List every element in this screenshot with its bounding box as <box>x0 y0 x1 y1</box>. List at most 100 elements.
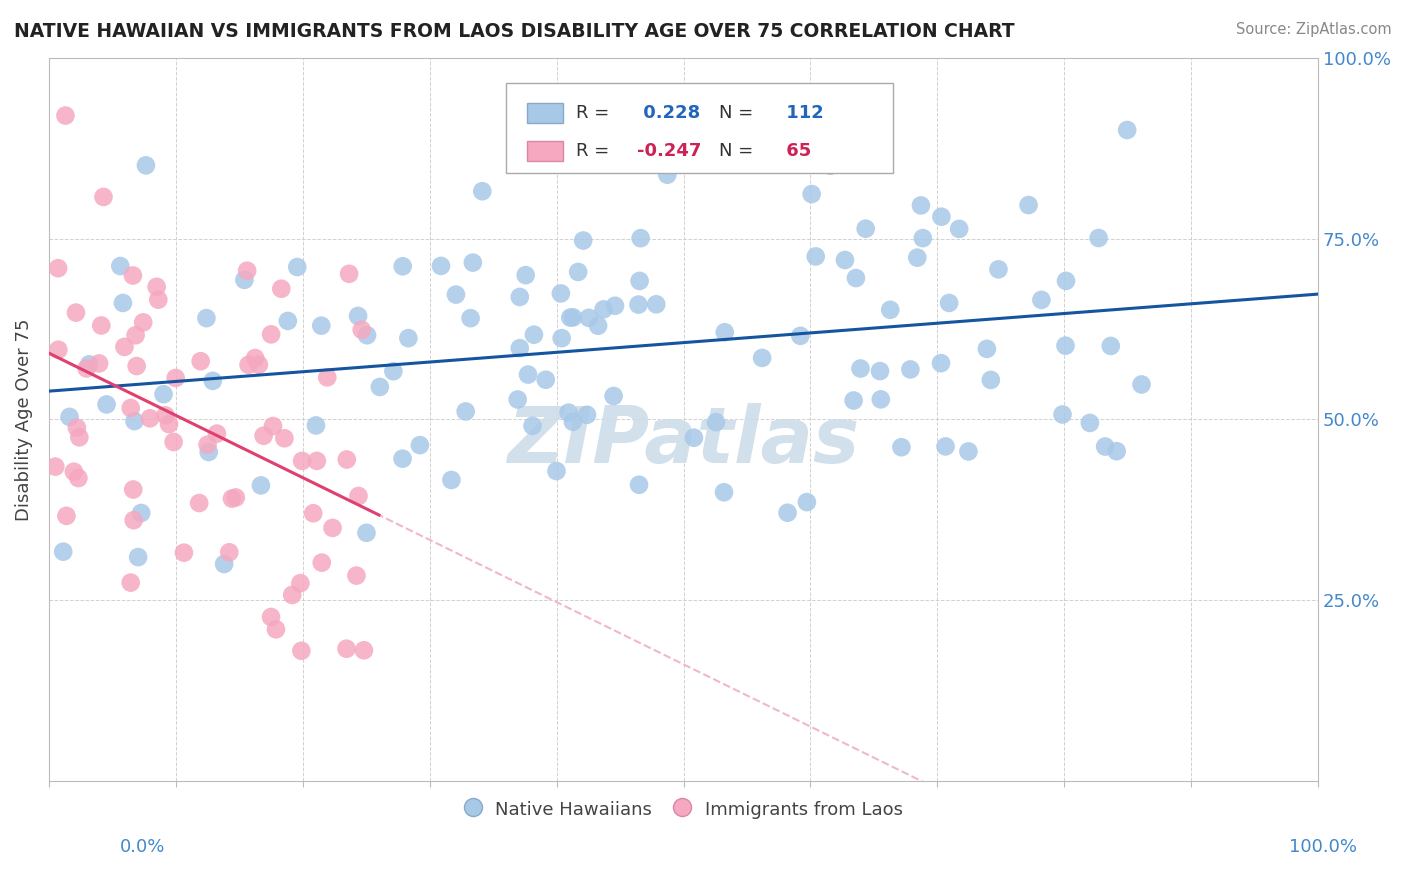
Point <box>148 293 170 307</box>
Point <box>561 415 583 429</box>
Point <box>1054 339 1077 353</box>
Point <box>260 610 283 624</box>
Point <box>290 576 312 591</box>
Point <box>1018 198 1040 212</box>
Point <box>58 409 80 424</box>
Point <box>197 437 219 451</box>
Point <box>834 252 856 267</box>
Point <box>346 568 368 582</box>
Point <box>125 359 148 373</box>
Point <box>517 368 540 382</box>
Point <box>627 297 650 311</box>
Point <box>368 380 391 394</box>
Point <box>869 364 891 378</box>
Point <box>132 315 155 329</box>
Point <box>124 414 146 428</box>
Point <box>218 545 240 559</box>
Point <box>96 397 118 411</box>
Point <box>1130 377 1153 392</box>
Point <box>145 280 167 294</box>
Point <box>1099 339 1122 353</box>
Point <box>290 644 312 658</box>
Point <box>114 340 136 354</box>
Text: 100.0%: 100.0% <box>1289 838 1357 855</box>
Text: -0.247: -0.247 <box>637 142 702 160</box>
Point <box>440 473 463 487</box>
Point <box>444 287 467 301</box>
Point <box>250 478 273 492</box>
Text: N =: N = <box>718 142 754 160</box>
Point <box>135 158 157 172</box>
Point <box>291 454 314 468</box>
Text: R =: R = <box>575 142 609 160</box>
Point <box>592 302 614 317</box>
Point <box>751 351 773 365</box>
Point <box>236 264 259 278</box>
Point <box>90 318 112 333</box>
Point <box>120 401 142 415</box>
Text: ZIPatlas: ZIPatlas <box>508 403 859 479</box>
Point <box>506 392 529 407</box>
Point <box>645 297 668 311</box>
Point <box>165 371 187 385</box>
Text: Source: ZipAtlas.com: Source: ZipAtlas.com <box>1236 22 1392 37</box>
Point <box>572 234 595 248</box>
Point <box>683 431 706 445</box>
Point <box>63 465 86 479</box>
Point <box>471 184 494 198</box>
Point <box>353 643 375 657</box>
Point <box>575 408 598 422</box>
Point <box>509 341 531 355</box>
Point <box>460 311 482 326</box>
Point <box>336 452 359 467</box>
Point <box>890 440 912 454</box>
Point <box>190 354 212 368</box>
Point <box>855 221 877 235</box>
Point <box>849 361 872 376</box>
Point <box>713 325 735 339</box>
Point <box>162 435 184 450</box>
Point <box>316 370 339 384</box>
Point <box>238 358 260 372</box>
Point <box>800 187 823 202</box>
Point <box>567 265 589 279</box>
Point <box>120 575 142 590</box>
Point <box>205 426 228 441</box>
Point <box>188 496 211 510</box>
Point <box>93 190 115 204</box>
Point <box>842 393 865 408</box>
Point <box>391 260 413 274</box>
Point <box>356 525 378 540</box>
Point <box>155 409 177 423</box>
Point <box>270 282 292 296</box>
Point <box>305 418 328 433</box>
Point <box>628 477 651 491</box>
Point <box>55 508 77 523</box>
Point <box>980 373 1002 387</box>
Point <box>546 464 568 478</box>
Point <box>44 459 66 474</box>
Point <box>1052 408 1074 422</box>
Point <box>776 506 799 520</box>
Point <box>264 622 287 636</box>
Point <box>905 251 928 265</box>
Point <box>197 445 219 459</box>
Point <box>356 328 378 343</box>
Point <box>382 364 405 378</box>
Point <box>281 588 304 602</box>
Point <box>173 546 195 560</box>
Point <box>55 109 77 123</box>
Point <box>302 506 325 520</box>
Point <box>262 419 284 434</box>
Point <box>139 411 162 425</box>
Point <box>1054 274 1077 288</box>
Point <box>713 485 735 500</box>
Point <box>550 286 572 301</box>
FancyBboxPatch shape <box>527 103 562 123</box>
Point <box>322 521 344 535</box>
Point <box>46 261 69 276</box>
Point <box>1094 440 1116 454</box>
Point <box>603 299 626 313</box>
Point <box>987 262 1010 277</box>
Point <box>247 358 270 372</box>
